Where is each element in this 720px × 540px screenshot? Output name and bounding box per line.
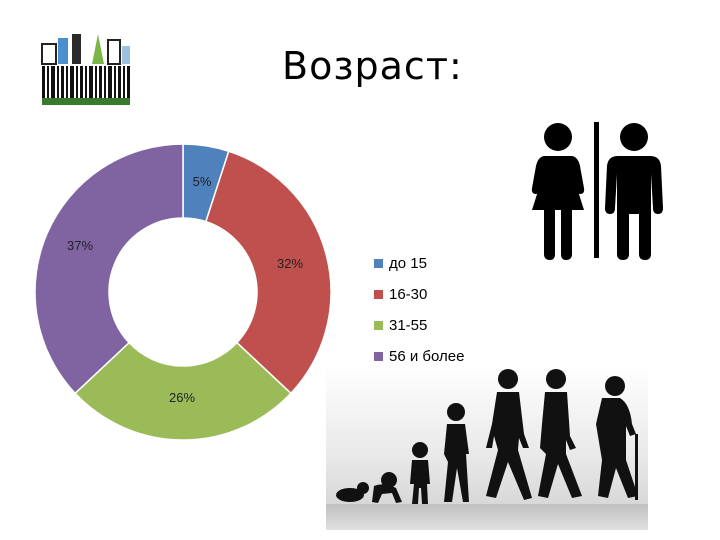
legend-swatch [374, 352, 383, 361]
legend-item: 56 и более [374, 341, 464, 372]
donut-slice-3 [74, 341, 292, 441]
legend-label: до 15 [389, 255, 427, 272]
legend-swatch [374, 290, 383, 299]
slice-data-label: 26% [169, 390, 195, 405]
legend-item: 31-55 [374, 310, 464, 341]
legend-item: 16-30 [374, 279, 464, 310]
age-stages-illustration [326, 364, 648, 530]
legend-label: 16-30 [389, 286, 428, 303]
slice-data-label: 32% [277, 256, 303, 271]
slide-title: Возраст: [282, 44, 463, 88]
city-barcode-logo [38, 32, 134, 108]
slice-data-label: 5% [193, 174, 212, 189]
donut-slice-4 [34, 143, 184, 395]
slice-data-label: 37% [67, 238, 93, 253]
legend-item: до 15 [374, 248, 464, 279]
restroom-gender-icon [531, 122, 663, 260]
chart-legend: до 15 16-30 31-55 56 и более [374, 248, 464, 372]
legend-label: 31-55 [389, 317, 428, 334]
legend-swatch [374, 321, 383, 330]
donut-slice-2 [204, 150, 332, 395]
legend-swatch [374, 259, 383, 268]
legend-label: 56 и более [389, 348, 465, 365]
